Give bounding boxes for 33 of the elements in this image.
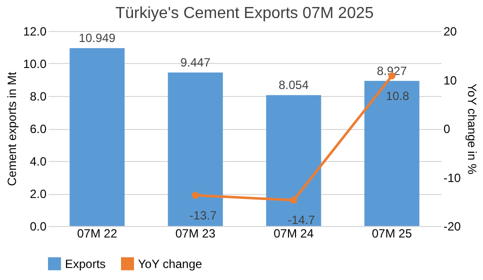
bar xyxy=(266,95,322,226)
y-tick-label: 8.0 xyxy=(30,90,47,104)
y2-tick-label: -10 xyxy=(444,170,462,185)
y2-axis-title: YoY change in % xyxy=(464,84,479,175)
x-tick-label: 07M 22 xyxy=(77,226,118,240)
data-label: 8.054 xyxy=(278,78,309,92)
y-tick-label: 10.0 xyxy=(23,57,47,71)
x-tick-label: 07M 23 xyxy=(175,226,216,240)
y-tick-label: 0.0 xyxy=(30,220,47,234)
data-label: -14.7 xyxy=(288,213,316,228)
y2-tick-label: 10 xyxy=(444,73,458,88)
y-tick-label: 4.0 xyxy=(30,154,47,168)
chart-title: Türkiye's Cement Exports 07M 2025 xyxy=(115,5,374,22)
data-label: -13.7 xyxy=(189,208,218,222)
legend-label: YoY change xyxy=(138,256,202,271)
y-axis-title: Cement exports in Mt xyxy=(5,71,20,186)
bar xyxy=(168,72,223,226)
data-label: 10.8 xyxy=(386,88,410,103)
y2-tick-label: 0 xyxy=(444,122,450,136)
y-tick-label: 6.0 xyxy=(30,122,47,136)
y2-tick-label: 20 xyxy=(444,24,458,38)
y-tick-label: 2.0 xyxy=(30,187,47,201)
bar xyxy=(364,80,420,226)
x-tick-label: 07M 24 xyxy=(274,226,314,240)
point xyxy=(290,196,298,204)
point xyxy=(192,192,199,199)
legend-label: Exports xyxy=(65,256,106,271)
data-label: 10.949 xyxy=(78,31,116,46)
y-tick-label: 12.0 xyxy=(23,24,47,38)
bar xyxy=(70,48,125,226)
data-label: 9.447 xyxy=(180,55,211,70)
x-tick-label: 07M 25 xyxy=(372,226,412,240)
y2-tick-label: -20 xyxy=(444,220,462,234)
